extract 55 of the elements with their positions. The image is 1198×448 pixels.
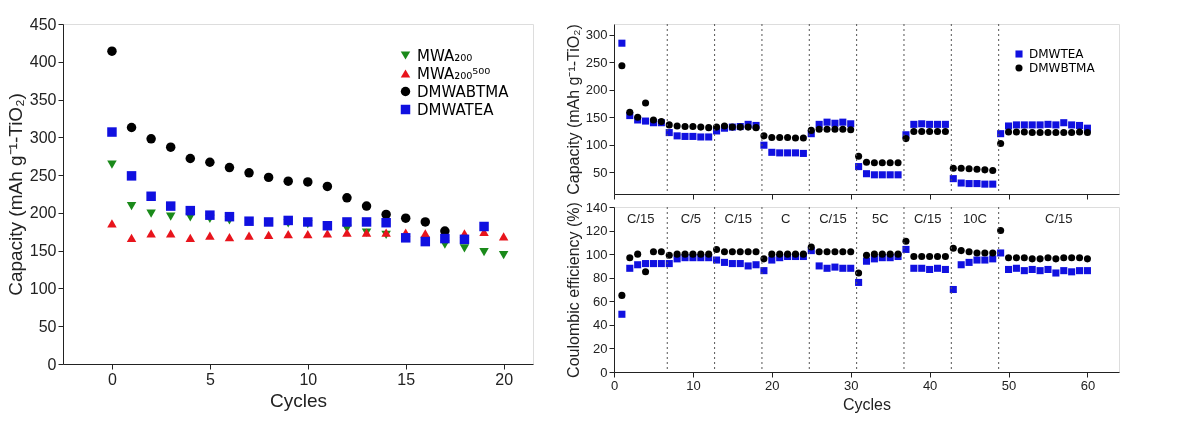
annotation: C/15 — [626, 211, 655, 226]
y-tick-label: 250 — [585, 54, 608, 70]
y-tick-label: 450 — [29, 15, 57, 33]
annotation: C/5 — [680, 211, 702, 226]
x-tick-label: 50 — [1001, 377, 1017, 393]
legend-label: MWA₂₀₀⁵⁰⁰ — [417, 64, 491, 83]
annotation: C — [780, 211, 791, 226]
y-tick-label: 200 — [585, 82, 608, 98]
x-tick-label: 20 — [495, 370, 514, 388]
y-tick-label: 200 — [29, 204, 57, 222]
y-tick-label: 150 — [585, 109, 608, 125]
legend-label: DMWATEA — [417, 100, 495, 119]
y-tick-label: 150 — [29, 242, 57, 260]
x-tick-label: 15 — [397, 370, 416, 388]
y-tick-label: 350 — [29, 91, 57, 109]
y-tick-label: 300 — [585, 27, 608, 43]
y-tick-label: 50 — [593, 164, 608, 180]
legend-label: MWA₂₀₀ — [417, 46, 473, 65]
x-tick-label: 30 — [843, 377, 859, 393]
y-tick-label: 100 — [585, 246, 608, 262]
annotation: 10C — [963, 211, 987, 226]
legend-label: DMWBTMA — [1029, 61, 1096, 75]
y-tick-label: 50 — [38, 317, 57, 335]
y-tick-label: 250 — [29, 166, 57, 184]
y-tick-label: 400 — [29, 53, 57, 71]
y-axis-title: Coulombic efficiency (%) — [564, 202, 582, 378]
y-tick-label: 0 — [47, 355, 57, 373]
x-tick-label: 40 — [922, 377, 938, 393]
x-tick-label: 0 — [610, 377, 619, 393]
x-axis-title: Cycles — [842, 395, 892, 413]
y-tick-label: 100 — [29, 279, 57, 297]
x-tick-label: 10 — [299, 370, 318, 388]
x-tick-label: 5 — [205, 370, 215, 388]
y-tick-label: 40 — [593, 317, 608, 333]
x-tick-label: 0 — [108, 370, 118, 388]
annotation: C/15 — [819, 211, 847, 226]
annotation: C/15 — [913, 211, 942, 226]
y-tick-label: 100 — [585, 137, 608, 153]
y-tick-label: 120 — [585, 223, 608, 239]
y-axis-title: Capacity (mAh g⁻¹-TiO₂) — [564, 24, 582, 195]
legend-label: DMWTEA — [1029, 47, 1085, 61]
x-tick-label: 10 — [686, 377, 701, 393]
legend-label: DMWABTMA — [417, 82, 510, 101]
y-tick-label: 140 — [585, 199, 608, 215]
annotation: C/15 — [724, 211, 753, 226]
x-axis-title: Cycles — [269, 389, 328, 411]
y-tick-label: 80 — [593, 270, 608, 286]
x-tick-label: 20 — [765, 377, 780, 393]
y-tick-label: 300 — [29, 128, 57, 146]
y-tick-label: 60 — [593, 293, 608, 309]
annotation: 5C — [872, 211, 889, 226]
annotation: C/15 — [1045, 211, 1073, 226]
y-axis-title: Capacity (mAh g⁻¹-TiO₂) — [4, 93, 26, 296]
x-tick-label: 60 — [1080, 377, 1096, 393]
y-tick-label: 20 — [593, 340, 608, 356]
